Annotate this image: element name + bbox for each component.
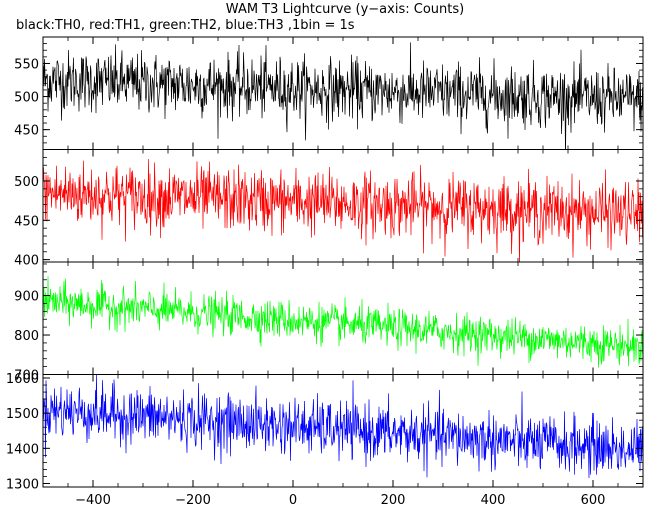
panel-th0: 450 500 550: [14, 36, 644, 150]
panel-th2: 700 800 900: [14, 261, 644, 384]
x-tick-label: 0: [289, 493, 297, 505]
panel-frame: [42, 149, 644, 263]
series-line-th2: [43, 276, 643, 368]
x-tick-label: −200: [175, 493, 211, 505]
panel-th1: 400 450 500: [14, 149, 644, 269]
chart-subtitle: black:TH0, red:TH1, green:TH2, blue:TH3 …: [16, 18, 355, 33]
y-tick-label: 500: [14, 91, 39, 106]
panels-group: 4505005504004505007008009001300140015001…: [6, 36, 644, 492]
y-tick-label: 1600: [6, 372, 39, 387]
x-tick-label: −400: [75, 493, 111, 505]
y-tick-label: 500: [14, 175, 39, 190]
chart-title: WAM T3 Lightcurve (y−axis: Counts): [226, 2, 464, 17]
x-tick-label: 200: [381, 493, 406, 505]
y-tick-label: 700: [14, 369, 39, 384]
series-line-th0: [43, 42, 643, 150]
y-tick-label: 400: [14, 254, 39, 269]
y-tick-label: 450: [14, 124, 39, 139]
y-tick-label: 450: [14, 214, 39, 229]
panel-th3: 1300 1400 1500 1600: [6, 372, 644, 492]
series-line-th1: [43, 158, 643, 262]
series-line-th3: [43, 374, 643, 478]
y-tick-label: 1400: [6, 442, 39, 457]
x-axis: −400 −200 0 200 400 600: [75, 493, 605, 505]
y-tick-label: 1500: [6, 407, 39, 422]
y-tick-label: 900: [14, 290, 39, 305]
y-tick-label: 800: [14, 329, 39, 344]
y-tick-label: 1300: [6, 477, 39, 492]
x-tick-label: 400: [481, 493, 506, 505]
x-tick-label: 600: [581, 493, 606, 505]
y-tick-label: 550: [14, 57, 39, 72]
